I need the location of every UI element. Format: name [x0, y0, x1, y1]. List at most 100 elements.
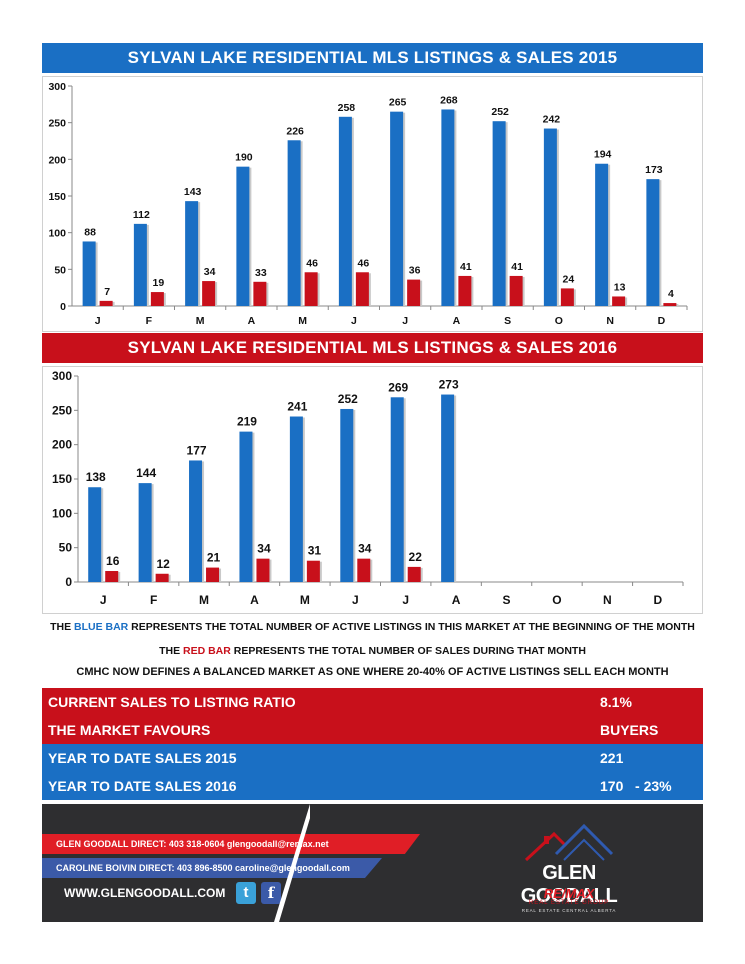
x-tick-label: D: [653, 593, 662, 607]
summary-label: CURRENT SALES TO LISTING RATIO: [48, 694, 296, 710]
chart1-svg: 0 50 100 150 200 250 300 J 88 7 F 112 19 M 143 34 A 190 33…: [42, 76, 703, 332]
chart-2016-title: SYLVAN LAKE RESIDENTIAL MLS LISTINGS & S…: [42, 333, 703, 363]
bar-sales: [355, 272, 369, 306]
bar-listings: [441, 109, 455, 306]
data-label: 88: [84, 226, 96, 238]
bar-listings: [338, 116, 352, 306]
bar-listings: [441, 394, 455, 582]
x-tick-label: M: [199, 593, 209, 607]
bar-sales: [202, 281, 216, 306]
footer: GLEN GOODALL DIRECT: 403 318-0604 glengo…: [42, 804, 703, 922]
data-label: 46: [306, 257, 318, 269]
x-tick-label: M: [300, 593, 310, 607]
data-label: 4: [668, 288, 674, 300]
x-tick-label: J: [402, 315, 408, 327]
data-label: 21: [207, 551, 221, 565]
data-label: 173: [645, 164, 663, 176]
data-label: 33: [255, 267, 267, 279]
cmhc-note: CMHC NOW DEFINES A BALANCED MARKET AS ON…: [76, 666, 669, 678]
x-tick-label: N: [606, 315, 614, 327]
twitter-icon[interactable]: t: [236, 882, 256, 904]
summary-value: 8.1%: [600, 694, 632, 710]
bar-sales: [150, 292, 164, 306]
x-tick-label: J: [351, 315, 357, 327]
agent-contact-glen[interactable]: GLEN GOODALL DIRECT: 403 318-0604 glengo…: [42, 834, 420, 854]
x-tick-label: J: [95, 315, 101, 327]
facebook-icon[interactable]: f: [261, 882, 281, 904]
data-label: 258: [338, 102, 356, 114]
data-label: 226: [286, 125, 304, 137]
data-label: 241: [287, 400, 307, 414]
bar-sales: [253, 281, 267, 306]
data-label: 13: [614, 281, 626, 293]
data-label: 219: [237, 415, 257, 429]
x-tick-label: F: [146, 315, 153, 327]
data-label: 36: [409, 265, 421, 277]
chart2-svg: 0 50 100 150 200 250 300 J 138 16 F 144 12 M 177 21 A 219…: [42, 366, 703, 614]
y-tick-label: 0: [60, 301, 66, 313]
data-label: 194: [594, 149, 612, 161]
bar-listings: [133, 223, 147, 306]
bar-sales: [155, 573, 169, 582]
bar-sales: [105, 571, 119, 582]
x-tick-label: M: [196, 315, 205, 327]
data-label: 46: [358, 257, 370, 269]
data-label: 34: [204, 266, 216, 278]
bar-sales: [256, 558, 270, 582]
data-label: 112: [133, 209, 150, 221]
x-tick-label: F: [150, 593, 157, 607]
summary-row-ratio: CURRENT SALES TO LISTING RATIO 8.1%: [42, 688, 703, 716]
legend-blue-label: BLUE BAR: [74, 621, 129, 633]
website-link[interactable]: WWW.GLENGOODALL.COM: [64, 886, 226, 900]
data-label: 177: [187, 443, 207, 457]
agent-contact-caroline[interactable]: CAROLINE BOIVIN DIRECT: 403 896-8500 car…: [42, 858, 382, 878]
data-label: 273: [439, 378, 459, 392]
data-label: 16: [106, 554, 120, 568]
bar-listings: [239, 431, 253, 582]
bar-sales: [99, 300, 113, 306]
bar-sales: [612, 296, 626, 306]
bar-listings: [138, 483, 152, 582]
x-tick-label: A: [250, 593, 259, 607]
summary-value: 221: [600, 750, 624, 766]
summary-table: CURRENT SALES TO LISTING RATIO 8.1% THE …: [42, 688, 703, 800]
bar-sales: [357, 558, 371, 582]
x-tick-label: J: [402, 593, 409, 607]
x-tick-label: M: [298, 315, 307, 327]
x-tick-label: O: [555, 315, 563, 327]
x-tick-label: S: [503, 593, 511, 607]
bar-sales: [663, 303, 677, 306]
data-label: 268: [440, 94, 458, 106]
legend-text: THE: [50, 621, 75, 633]
data-label: 22: [409, 550, 423, 564]
data-label: 34: [257, 542, 271, 556]
x-tick-label: A: [453, 315, 461, 327]
bar-sales: [304, 272, 318, 306]
data-label: 138: [86, 470, 106, 484]
y-tick-label: 250: [52, 403, 72, 417]
bar-listings: [289, 416, 303, 582]
data-label: 41: [511, 261, 523, 273]
bar-listings: [595, 163, 609, 306]
data-label: 190: [235, 152, 253, 164]
bar-sales: [509, 275, 523, 306]
logo-region: REAL ESTATE CENTRAL ALBERTA: [521, 908, 617, 913]
bar-listings: [287, 140, 301, 306]
bar-listings: [390, 397, 404, 582]
bar-sales: [306, 560, 320, 582]
chart-frame: [42, 366, 703, 614]
data-label: 31: [308, 544, 322, 558]
x-tick-label: O: [552, 593, 561, 607]
y-tick-label: 200: [52, 438, 72, 452]
bar-listings: [88, 487, 102, 582]
chart-2015-title: SYLVAN LAKE RESIDENTIAL MLS LISTINGS & S…: [42, 43, 703, 73]
x-tick-label: A: [248, 315, 256, 327]
y-tick-label: 50: [59, 541, 73, 555]
chart-frame: [42, 76, 703, 332]
summary-row-market-favours: THE MARKET FAVOURS BUYERS: [42, 716, 703, 744]
bar-listings: [236, 166, 250, 306]
legend-red-label: RED BAR: [183, 645, 231, 657]
data-label: 252: [338, 392, 358, 406]
y-tick-label: 150: [48, 191, 66, 203]
summary-label: YEAR TO DATE SALES 2015: [48, 750, 237, 766]
